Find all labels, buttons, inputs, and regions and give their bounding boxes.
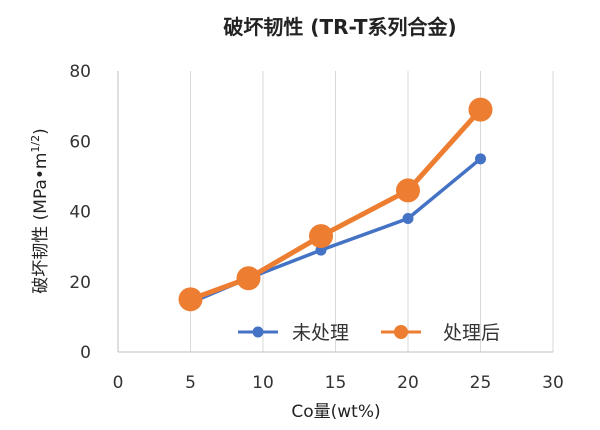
y-tick-label-40: 40	[69, 203, 91, 223]
x-tick-label-0: 0	[113, 373, 124, 393]
y-tick-label-0: 0	[80, 343, 91, 363]
tick-labels: 0 5 10 15 20 25 30 0 20 40 60 80	[69, 62, 563, 393]
series-1-point-1	[236, 266, 261, 291]
legend-marker-untreated	[252, 326, 264, 338]
series	[178, 97, 493, 312]
legend-label-untreated: 未处理	[292, 322, 349, 344]
series-0-point-4	[475, 153, 486, 165]
y-tick-label-80: 80	[69, 62, 91, 82]
x-tick-label-20: 20	[397, 373, 419, 393]
y-axis-label: 破坏韧性 (MPa•m1/2)	[29, 128, 51, 294]
x-tick-label-15: 15	[325, 373, 347, 393]
gridlines	[190, 71, 554, 352]
legend-label-treated: 处理后	[443, 322, 500, 344]
x-axis-label: Co量(wt%)	[291, 402, 380, 422]
y-tick-label-20: 20	[69, 273, 91, 293]
chart-title: 破坏韧性 (TR-T系列合金)	[223, 15, 456, 39]
series-0-point-3	[402, 213, 414, 225]
y-axis-label-close: )	[31, 128, 51, 135]
x-tick-label-25: 25	[470, 373, 492, 393]
legend-marker-treated	[394, 325, 408, 339]
series-1-point-4	[468, 97, 493, 122]
x-tick-label-5: 5	[185, 373, 196, 393]
series-1-point-0	[178, 287, 203, 312]
y-tick-label-60: 60	[69, 132, 91, 152]
series-1-point-3	[396, 178, 420, 203]
series-1-point-2	[309, 224, 333, 249]
y-axis-label-main: 破坏韧性 (MPa•m	[31, 153, 51, 294]
x-tick-label-10: 10	[252, 373, 274, 393]
y-axis-label-superscript: 1/2	[29, 135, 42, 153]
axes	[117, 71, 553, 353]
legend: 未处理 处理后	[238, 322, 500, 344]
x-tick-label-30: 30	[542, 373, 564, 393]
